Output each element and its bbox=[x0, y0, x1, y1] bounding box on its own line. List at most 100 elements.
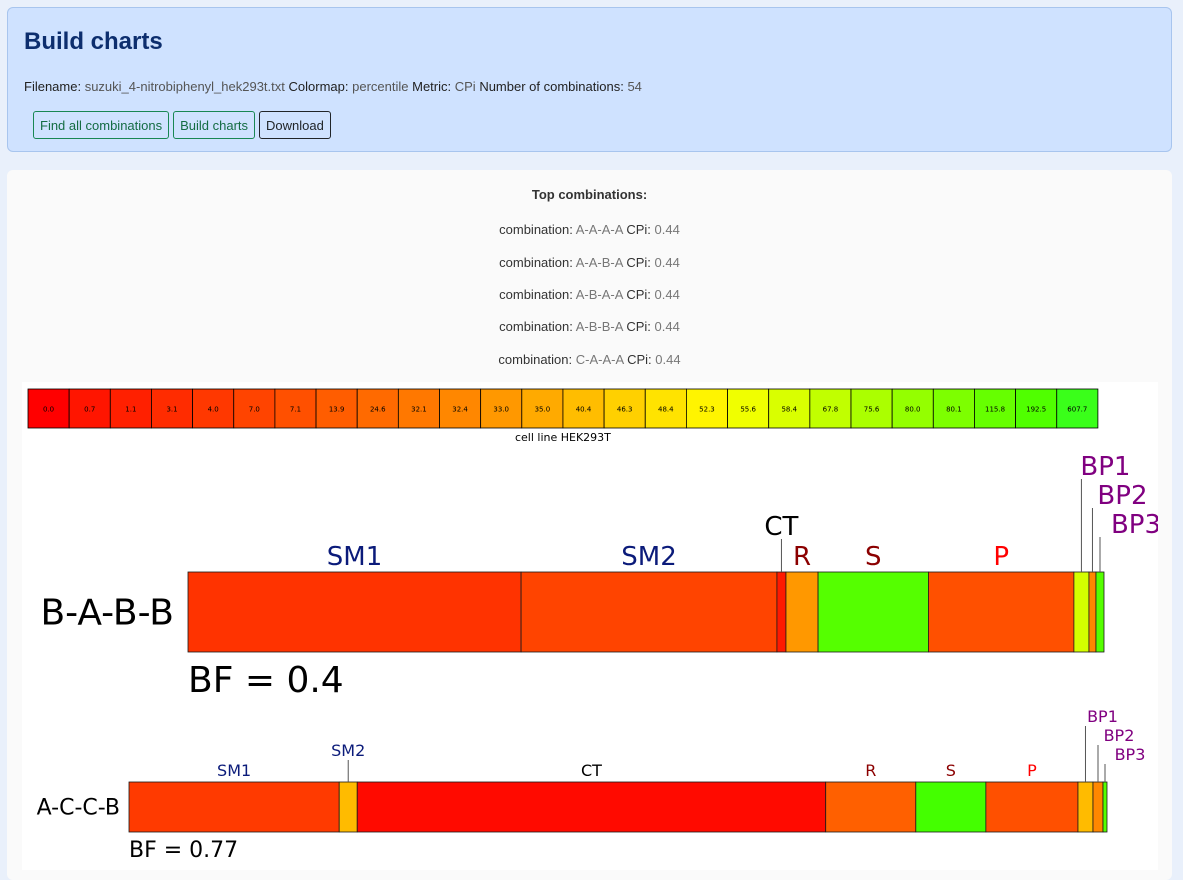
colormap-value-label: 1.1 bbox=[125, 406, 136, 414]
colormap-cell bbox=[974, 388, 1017, 429]
segment-label: P bbox=[993, 542, 1009, 572]
colormap-cell bbox=[315, 388, 358, 429]
colormap-value-label: 13.9 bbox=[329, 406, 345, 414]
combination-value: C-A-A-A bbox=[575, 352, 624, 367]
metric-label: CPi: bbox=[626, 255, 651, 270]
combination-name: A-C-C-B bbox=[37, 796, 120, 821]
combinations-value: 54 bbox=[627, 79, 642, 94]
download-button[interactable]: Download bbox=[259, 111, 331, 139]
bar-segment bbox=[356, 781, 827, 833]
colormap-cell bbox=[1015, 388, 1058, 429]
action-buttons: Find all combinations Build charts Downl… bbox=[33, 111, 331, 139]
combination-label: combination: bbox=[499, 222, 573, 237]
segment-label: R bbox=[865, 761, 876, 780]
colormap-value-label: 24.6 bbox=[370, 406, 386, 414]
colormap-value-label: 40.4 bbox=[576, 406, 592, 414]
segment-label: R bbox=[793, 542, 811, 572]
combination-value: A-A-A-A bbox=[575, 222, 623, 237]
colormap-value-label: 0.7 bbox=[84, 406, 95, 414]
bar-segment bbox=[985, 781, 1079, 833]
bar-segment bbox=[817, 571, 929, 653]
colormap-value-label: 80.0 bbox=[905, 406, 921, 414]
segment-label: BP3 bbox=[1115, 745, 1146, 764]
bar-segment bbox=[1102, 781, 1108, 833]
colormap-cell bbox=[809, 388, 852, 429]
segment-label: SM1 bbox=[217, 761, 251, 780]
colormap-cell bbox=[109, 388, 152, 429]
combination-label: combination: bbox=[499, 255, 573, 270]
combination-value: A-B-A-A bbox=[575, 287, 623, 302]
metric-label: CPi: bbox=[626, 287, 651, 302]
bf-value: BF = 0.4 bbox=[188, 660, 344, 701]
metric-value: CPi bbox=[454, 79, 476, 94]
metric-label: CPi: bbox=[626, 222, 651, 237]
colormap-cell bbox=[1056, 388, 1099, 429]
colormap-value-label: 7.0 bbox=[249, 406, 260, 414]
colormap-value: percentile bbox=[352, 79, 409, 94]
colormap-value-label: 32.4 bbox=[452, 406, 468, 414]
colormap-value-label: 67.8 bbox=[823, 406, 839, 414]
header-panel: Build charts Filename: suzuki_4-nitrobip… bbox=[7, 7, 1172, 152]
metric-label: CPi: bbox=[626, 319, 651, 334]
metric-label: Metric: bbox=[412, 79, 452, 94]
segment-label: CT bbox=[764, 512, 798, 542]
build-charts-button[interactable]: Build charts bbox=[173, 111, 256, 139]
segment-label: S bbox=[946, 761, 956, 780]
bar-segment bbox=[1095, 571, 1105, 653]
colormap-value-label: 33.0 bbox=[493, 406, 509, 414]
top-combinations-title: Top combinations: bbox=[531, 187, 648, 202]
metric-label: CPi: bbox=[627, 352, 652, 367]
colormap-value-label: 192.5 bbox=[1026, 406, 1046, 414]
colormap-cell bbox=[27, 388, 70, 429]
combination-item: combination: A-A-A-A CPi: 0.44 bbox=[7, 222, 1172, 237]
segment-label: SM1 bbox=[327, 542, 382, 572]
colormap-cell bbox=[397, 388, 440, 429]
metric-value: 0.44 bbox=[654, 287, 680, 302]
colormap-cell bbox=[850, 388, 893, 429]
combination-item: combination: A-B-A-A CPi: 0.44 bbox=[7, 287, 1172, 302]
bar-segment bbox=[520, 571, 778, 653]
combination-label: combination: bbox=[498, 352, 573, 367]
segment-label: SM2 bbox=[621, 542, 676, 572]
bar-segment bbox=[825, 781, 917, 833]
segment-label: BP2 bbox=[1104, 726, 1135, 745]
bf-value: BF = 0.77 bbox=[129, 838, 238, 863]
bar-segment bbox=[1092, 781, 1104, 833]
colormap-cell bbox=[151, 388, 193, 429]
segment-label: BP2 bbox=[1097, 481, 1147, 511]
bar-segment bbox=[187, 571, 522, 653]
colormap-value-label: 55.6 bbox=[740, 406, 756, 414]
combination-label: combination: bbox=[499, 287, 573, 302]
find-all-combinations-button[interactable]: Find all combinations bbox=[33, 111, 170, 139]
bar-segment bbox=[1073, 571, 1090, 653]
colormap-cell bbox=[356, 388, 399, 429]
combinations-label: Number of combinations: bbox=[479, 79, 624, 94]
colormap-value-label: 52.3 bbox=[699, 406, 715, 414]
segment-label: S bbox=[865, 542, 882, 572]
bar-segment bbox=[915, 781, 987, 833]
chart-figure: 0.0 0.7 1.1 3.1 4.0 7.0 7.1 13.9 24.6 32.1 32.4 33.… bbox=[22, 382, 1158, 870]
segment-label: BP1 bbox=[1080, 452, 1130, 482]
colormap-value-label: 3.1 bbox=[166, 406, 177, 414]
segment-label: P bbox=[1027, 761, 1037, 780]
colormap-value-label: 80.1 bbox=[946, 406, 962, 414]
segment-label: SM2 bbox=[331, 741, 365, 760]
colormap-value-label: 48.4 bbox=[658, 406, 674, 414]
combination-item: combination: A-B-B-A CPi: 0.44 bbox=[7, 319, 1172, 334]
bar-segment bbox=[1088, 571, 1097, 653]
segment-label: BP1 bbox=[1087, 707, 1118, 726]
colormap-value-label: 115.8 bbox=[985, 406, 1005, 414]
bar-segment bbox=[785, 571, 819, 653]
bar-segment bbox=[928, 571, 1075, 653]
bar-segment bbox=[1077, 781, 1094, 833]
colormap-axis-label: cell line HEK293T bbox=[515, 431, 611, 444]
colormap-value-label: 58.4 bbox=[781, 406, 797, 414]
chart-svg: 0.0 0.7 1.1 3.1 4.0 7.0 7.1 13.9 24.6 32.1 32.4 33.… bbox=[27, 388, 1158, 863]
colormap-cell bbox=[932, 388, 975, 429]
colormap-value-label: 46.3 bbox=[617, 406, 633, 414]
colormap-value-label: 0.0 bbox=[43, 406, 54, 414]
colormap-cell bbox=[644, 388, 687, 429]
file-info: Filename: suzuki_4-nitrobiphenyl_hek293t… bbox=[24, 79, 642, 94]
colormap-cell bbox=[480, 388, 523, 429]
filename-label: Filename: bbox=[24, 79, 82, 94]
